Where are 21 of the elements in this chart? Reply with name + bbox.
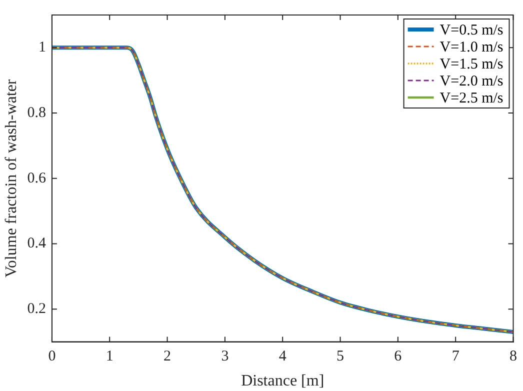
- y-tick-label: 0.8: [27, 104, 46, 121]
- legend-label: V=2.5 m/s: [440, 90, 504, 106]
- x-tick-label: 4: [278, 348, 287, 365]
- x-tick-label: 8: [510, 348, 517, 365]
- legend-label: V=2.0 m/s: [440, 73, 504, 90]
- y-tick-label: 0.2: [27, 301, 46, 318]
- x-tick-label: 0: [48, 348, 56, 365]
- x-tick-label: 1: [106, 348, 114, 365]
- y-tick-label: 0.4: [27, 236, 46, 252]
- x-tick-label: 3: [221, 348, 229, 365]
- x-tick-label: 7: [452, 348, 460, 365]
- y-axis-title: Volume fractoin of wash-water: [2, 78, 20, 278]
- legend-label: V=1.0 m/s: [440, 39, 504, 56]
- y-tick-label: 1: [38, 40, 46, 56]
- y-tick-label: 0.6: [27, 170, 46, 186]
- x-tick-label: 6: [394, 348, 402, 365]
- x-tick-label: 2: [164, 348, 172, 365]
- legend-label: V=1.5 m/s: [440, 56, 504, 72]
- legend-label: V=0.5 m/s: [440, 22, 504, 38]
- x-tick-label: 5: [336, 348, 344, 365]
- x-axis-title: Distance [m]: [241, 372, 324, 390]
